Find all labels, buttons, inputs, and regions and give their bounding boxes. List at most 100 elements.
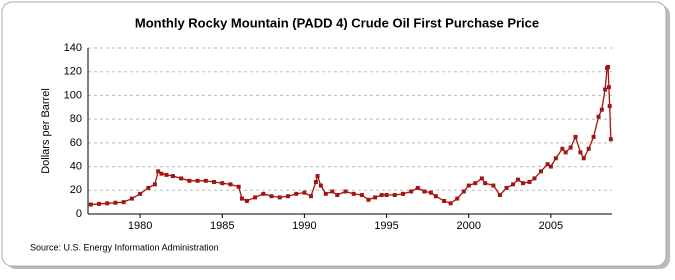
marker: [379, 193, 384, 198]
marker: [603, 87, 608, 92]
marker: [343, 189, 348, 194]
marker: [228, 182, 233, 187]
marker: [573, 134, 578, 139]
marker: [511, 182, 516, 187]
y-tick-label: 20: [70, 184, 82, 196]
marker: [608, 137, 613, 142]
marker: [212, 179, 217, 184]
marker: [179, 176, 184, 181]
marker: [415, 185, 420, 190]
marker: [359, 193, 364, 198]
marker: [97, 201, 102, 206]
marker: [433, 194, 438, 199]
marker: [253, 195, 258, 200]
marker: [578, 150, 583, 155]
x-tick-label: 1990: [292, 220, 316, 232]
marker: [461, 189, 466, 194]
marker: [261, 191, 266, 196]
marker: [384, 193, 389, 198]
marker: [129, 196, 134, 201]
y-tick-label: 140: [64, 42, 82, 54]
marker: [113, 200, 118, 205]
marker: [539, 169, 544, 174]
marker: [308, 194, 313, 199]
marker: [422, 189, 427, 194]
marker: [244, 198, 249, 203]
y-tick-label: 80: [70, 113, 82, 125]
marker: [366, 197, 371, 202]
marker: [545, 162, 550, 167]
marker: [516, 177, 521, 182]
marker: [473, 181, 478, 186]
marker: [88, 202, 93, 207]
marker: [532, 176, 537, 181]
marker: [159, 171, 164, 176]
x-tick-label: 2005: [539, 220, 563, 232]
marker: [596, 114, 601, 119]
marker: [138, 191, 143, 196]
marker: [548, 164, 553, 169]
y-tick-label: 60: [70, 137, 82, 149]
marker: [315, 174, 320, 179]
marker: [335, 193, 340, 198]
marker: [455, 196, 460, 201]
marker: [560, 146, 565, 151]
marker: [504, 185, 509, 190]
marker: [442, 198, 447, 203]
chart-title: Monthly Rocky Mountain (PADD 4) Crude Oi…: [135, 15, 539, 30]
marker: [607, 104, 612, 109]
marker: [323, 191, 328, 196]
x-tick-label: 1995: [374, 220, 398, 232]
marker: [466, 183, 471, 188]
marker: [400, 191, 405, 196]
marker: [239, 196, 244, 201]
marker: [606, 85, 611, 90]
marker: [285, 194, 290, 199]
marker: [520, 181, 525, 186]
marker: [170, 174, 175, 179]
marker: [187, 178, 192, 183]
marker: [586, 146, 591, 151]
marker: [156, 169, 161, 174]
marker: [269, 194, 274, 199]
marker: [373, 195, 378, 200]
marker: [313, 179, 318, 184]
marker: [599, 107, 604, 112]
x-tick-label: 1985: [210, 220, 234, 232]
source: Source: U.S. Energy Information Administ…: [30, 242, 219, 252]
marker: [164, 172, 169, 177]
y-tick-label: 100: [64, 89, 82, 101]
marker: [479, 176, 484, 181]
marker: [497, 193, 502, 198]
x-tick-label: 2000: [456, 220, 480, 232]
y-tick-label: 0: [76, 208, 82, 220]
marker: [105, 201, 110, 206]
marker: [606, 64, 611, 69]
frame: [1, 1, 667, 267]
marker: [318, 183, 323, 188]
marker: [527, 179, 532, 184]
marker: [392, 193, 397, 198]
marker: [236, 184, 241, 189]
marker: [553, 156, 558, 161]
x-tick-label: 1980: [128, 220, 152, 232]
marker: [491, 183, 496, 188]
marker: [302, 190, 307, 195]
marker: [483, 181, 488, 186]
marker: [563, 150, 568, 155]
marker: [330, 189, 335, 194]
marker: [121, 200, 126, 205]
marker: [581, 156, 586, 161]
marker: [428, 190, 433, 195]
marker: [146, 185, 151, 190]
marker: [294, 191, 299, 196]
marker: [220, 181, 225, 186]
marker: [409, 189, 414, 194]
marker: [351, 191, 356, 196]
y-axis-label: Dollars per Barrel: [40, 88, 52, 174]
marker: [195, 178, 200, 183]
marker: [203, 178, 208, 183]
y-tick-label: 40: [70, 160, 82, 172]
marker: [591, 134, 596, 139]
